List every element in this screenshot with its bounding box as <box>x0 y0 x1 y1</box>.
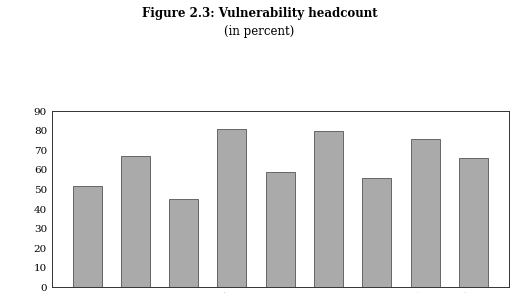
Text: Figure 2.3: Vulnerability headcount: Figure 2.3: Vulnerability headcount <box>142 7 377 20</box>
Bar <box>314 131 343 287</box>
Bar <box>73 185 102 287</box>
Bar <box>266 172 295 287</box>
Bar <box>459 158 488 287</box>
Bar <box>169 199 198 287</box>
Bar <box>411 139 440 287</box>
Text: (in percent): (in percent) <box>224 25 295 38</box>
Bar <box>121 156 150 287</box>
Bar <box>217 129 247 287</box>
Bar <box>362 178 391 287</box>
